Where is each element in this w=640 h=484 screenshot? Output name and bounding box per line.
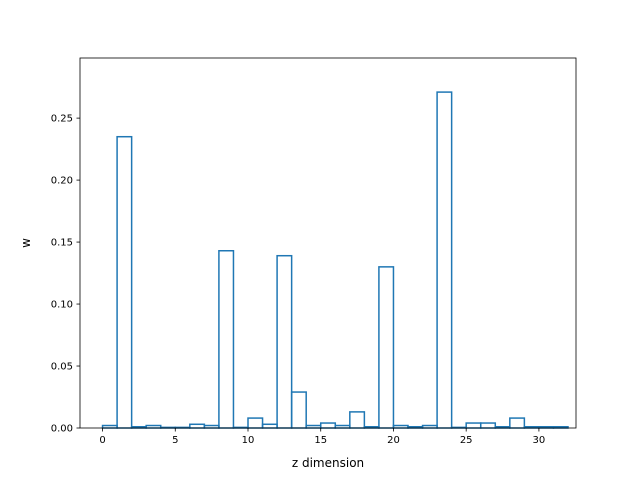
y-tick-label: 0.25 [51, 114, 73, 125]
x-tick-label: 10 [242, 435, 255, 446]
x-axis-label: z dimension [292, 456, 364, 470]
y-tick-label: 0.05 [51, 362, 73, 373]
plot-frame [79, 57, 577, 429]
x-tick-label: 20 [387, 435, 400, 446]
x-tick-label: 15 [314, 435, 327, 446]
x-tick-label: 5 [172, 435, 178, 446]
y-axis-label: w [19, 238, 33, 248]
y-axis: 0.00 0.05 0.10 0.15 0.20 0.25 [51, 114, 80, 435]
y-tick-label: 0.10 [51, 300, 73, 311]
x-axis: 0 5 10 15 20 25 30 [99, 428, 545, 446]
x-tick-label: 30 [533, 435, 546, 446]
y-tick-label: 0.15 [51, 238, 73, 249]
x-tick-label: 0 [99, 435, 105, 446]
y-tick-label: 0.00 [51, 424, 73, 435]
y-tick-label: 0.20 [51, 176, 73, 187]
x-tick-label: 25 [460, 435, 473, 446]
